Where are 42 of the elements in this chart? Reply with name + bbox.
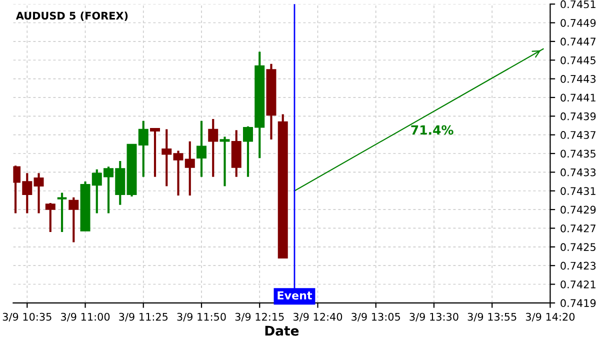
y-tick-label: 0.7437 [560, 131, 596, 139]
y-tick-label: 0.7447 [560, 38, 596, 46]
y-tick-label: 0.7445 [560, 56, 596, 64]
candlestick [196, 120, 206, 178]
y-tick-label: 0.7435 [560, 150, 596, 158]
x-tick-label: 3/9 10:35 [2, 312, 52, 322]
x-tick-label: 3/9 11:00 [61, 312, 110, 322]
y-tick-label: 0.7431 [560, 187, 596, 195]
candlestick [45, 202, 56, 234]
ref-line-label: Event [278, 291, 312, 300]
text: AUDUSD 5 (FOREX) [16, 12, 128, 21]
x-tick-label: 3/9 11:25 [119, 312, 168, 322]
candlestick [208, 118, 218, 178]
candlestick [173, 150, 184, 197]
y-tick-label: 0.7419 [560, 299, 596, 308]
x-tick-label: 3/9 13:30 [410, 312, 458, 322]
y-tick-label: 0.7425 [560, 243, 596, 252]
y-tick-label: 0.7439 [560, 112, 596, 120]
candlestick [184, 140, 195, 197]
x-tick-label: 3/9 14:20 [526, 312, 575, 322]
annotation: 71.4% [411, 125, 454, 135]
y-tick-label: 0.7443 [560, 75, 596, 83]
y-tick-label: 0.7449 [560, 18, 596, 27]
y-tick-label: 0.7421 [560, 280, 596, 288]
x-tick-label: 3/9 12:40 [293, 312, 342, 322]
y-tick-label: 0.7451 [560, 0, 596, 8]
y-tick-label: 0.7429 [560, 206, 596, 214]
candlestick [56, 192, 68, 234]
x-tick-label: 3/9 13:05 [352, 312, 400, 322]
x-tick-label: 3/9 13:55 [468, 312, 516, 322]
x-tick-label: 3/9 11:50 [177, 312, 226, 322]
x-axis-title: Date [265, 326, 299, 336]
x-tick-label: 3/9 12:15 [235, 312, 284, 322]
candlestick [220, 136, 230, 188]
y-tick-label: 0.7441 [560, 94, 596, 102]
y-tick-label: 0.7427 [560, 224, 596, 232]
y-tick-label: 0.7433 [560, 168, 596, 176]
y-tick-label: 0.7423 [560, 262, 596, 270]
candlestick [150, 127, 160, 178]
candlestick [162, 128, 172, 188]
candlestick [34, 172, 44, 214]
candlestick [68, 196, 79, 244]
